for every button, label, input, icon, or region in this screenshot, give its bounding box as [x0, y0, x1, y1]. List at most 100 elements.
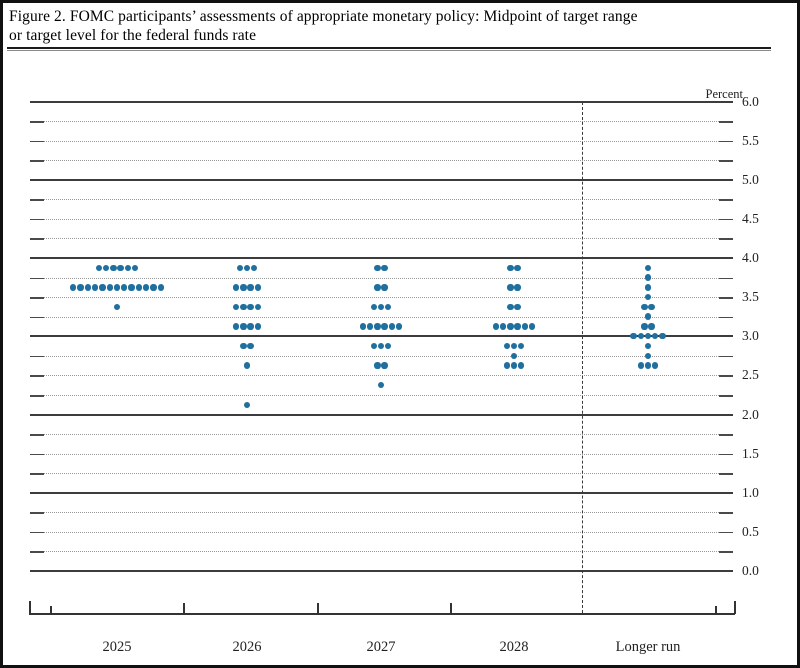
dot-longer-run-2.625 [644, 362, 652, 369]
dot-2027-3.125 [396, 323, 403, 330]
dot-2027-2.875 [385, 342, 392, 350]
dot-longer-run-3.125 [641, 323, 648, 330]
minor-gridline-1.5 [44, 453, 719, 455]
dot-2027-3.125 [388, 323, 396, 330]
minor-gridline-3.75 [44, 277, 719, 279]
dot-longer-run-3 [652, 333, 659, 340]
dot-2026-2.125 [243, 401, 251, 408]
dot-2028-3.625 [507, 284, 514, 291]
dot-2028-2.875 [518, 342, 525, 350]
y-axis-label-0.5: 0.5 [742, 523, 759, 539]
dot-2025-3.625 [77, 284, 84, 291]
dot-2026-3.375 [254, 303, 262, 311]
y-tick-left-5.5 [30, 140, 44, 143]
x-axis-label-2025: 2025 [102, 639, 132, 655]
dot-2028-3.375 [507, 303, 514, 311]
dot-2025-3.625 [121, 284, 128, 291]
dot-2028-3.125 [529, 323, 536, 330]
y-axis-label-3.0: 3.0 [742, 328, 759, 344]
dot-2027-2.625 [381, 362, 388, 369]
y-tick-left-3.25 [30, 316, 44, 319]
y-axis-label-2.0: 2.0 [742, 406, 759, 422]
minor-gridline-4.25 [44, 238, 719, 240]
dot-longer-run-3 [659, 333, 666, 340]
y-tick-left-2.75 [30, 355, 44, 358]
dot-2026-2.875 [240, 342, 247, 350]
y-axis-label-1.0: 1.0 [742, 484, 759, 500]
dot-2027-3.625 [374, 284, 381, 291]
minor-gridline-0.75 [44, 512, 719, 514]
minor-gridline-3.5 [44, 297, 719, 299]
dot-longer-run-2.875 [644, 342, 652, 350]
y-tick-left-5.75 [30, 121, 44, 123]
major-gridline-5 [30, 178, 733, 181]
y-tick-left-2.25 [30, 394, 44, 397]
dot-2025-3.625 [106, 284, 113, 291]
dot-2027-3.625 [381, 284, 388, 291]
dot-2026-3.625 [247, 284, 254, 291]
y-axis-label-4.0: 4.0 [742, 250, 759, 265]
y-tick-right-5.25 [719, 160, 733, 162]
y-tick-left-4.5 [30, 218, 44, 221]
dot-2026-3.375 [240, 303, 247, 311]
dot-longer-run-3.875 [644, 264, 652, 271]
y-axis-unit-label: Percent [705, 87, 743, 101]
minor-gridline-2.25 [44, 394, 719, 396]
dot-2025-3.875 [132, 264, 139, 271]
dot-longer-run-2.625 [652, 362, 659, 369]
dot-2025-3.875 [95, 264, 102, 271]
minor-gridline-5.25 [44, 160, 719, 162]
dot-2027-2.375 [377, 381, 385, 389]
minor-gridline-2.5 [44, 375, 719, 377]
y-tick-right-1.75 [719, 434, 733, 436]
dot-2028-2.625 [503, 362, 510, 369]
dot-longer-run-2.75 [644, 352, 652, 359]
dot-2026-3.125 [232, 323, 240, 330]
y-tick-right-4.25 [719, 238, 733, 241]
y-axis-label-1.5: 1.5 [742, 445, 759, 461]
major-gridline-4 [30, 257, 733, 259]
dot-2028-2.875 [510, 342, 518, 350]
dot-2027-3.125 [366, 323, 374, 330]
y-tick-left-0.25 [30, 551, 44, 554]
dot-2027-3.125 [381, 323, 388, 330]
dot-2026-3.125 [247, 323, 254, 330]
y-tick-right-1.5 [719, 453, 733, 456]
dot-2027-2.875 [370, 342, 377, 350]
major-gridline-0 [30, 570, 733, 572]
dot-2025-3.375 [113, 303, 121, 311]
dot-2027-2.875 [377, 342, 385, 350]
dot-2025-3.875 [124, 264, 132, 271]
dot-2028-3.375 [514, 303, 521, 311]
x-axis-minor-tick-right [715, 606, 717, 614]
y-tick-right-0.5 [719, 531, 733, 534]
dot-2025-3.625 [70, 284, 77, 291]
minor-gridline-1.75 [44, 434, 719, 436]
y-tick-left-0.75 [30, 512, 44, 514]
x-axis-minor-tick-left [50, 606, 52, 614]
dot-2028-2.625 [518, 362, 525, 369]
dot-2026-3.375 [247, 303, 254, 311]
y-tick-left-1.25 [30, 473, 44, 475]
minor-gridline-5.75 [44, 121, 719, 123]
dot-2028-3.875 [514, 264, 521, 271]
y-tick-left-3.5 [30, 297, 44, 299]
dot-2027-3.375 [385, 303, 392, 311]
dot-longer-run-3 [637, 333, 644, 340]
y-tick-right-4.75 [719, 199, 733, 201]
title-divider-rule [7, 47, 771, 51]
dot-2028-3.875 [507, 264, 514, 271]
dot-2027-3.375 [377, 303, 385, 311]
major-gridline-1 [30, 491, 733, 494]
x-axis-label-2026: 2026 [232, 639, 262, 655]
dot-2025-3.875 [110, 264, 117, 271]
minor-gridline-1.25 [44, 473, 719, 475]
y-tick-right-3.75 [719, 277, 733, 280]
dot-2025-3.625 [91, 284, 99, 291]
dot-longer-run-3.625 [644, 284, 652, 291]
y-tick-left-5.25 [30, 160, 44, 162]
major-gridline-3 [30, 335, 733, 338]
figure-title-line-1: Figure 2. FOMC participants’ assessments… [9, 8, 638, 25]
x-axis-label-2028: 2028 [499, 639, 529, 655]
y-tick-left-4.75 [30, 199, 44, 201]
